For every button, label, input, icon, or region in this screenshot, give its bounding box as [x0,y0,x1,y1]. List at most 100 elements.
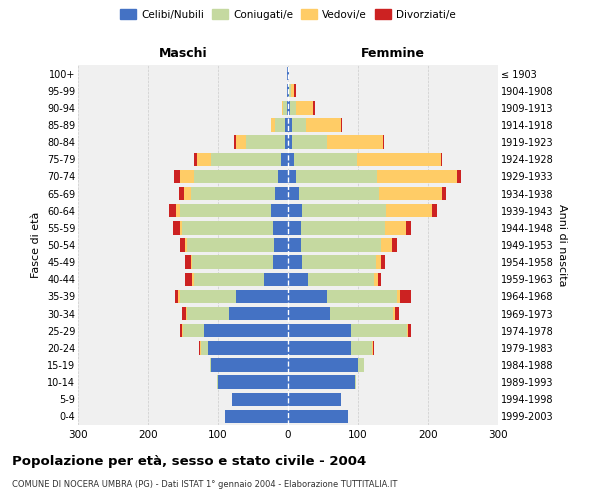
Bar [169,204,176,218]
Bar [392,238,397,252]
Bar [281,152,288,166]
Bar [217,376,218,389]
Bar [305,118,341,132]
Bar [301,221,385,234]
Bar [218,376,288,389]
Bar [377,170,457,183]
Bar [174,170,179,183]
Bar [284,136,288,149]
Bar [193,170,277,183]
Bar [288,221,301,234]
Bar [308,272,374,286]
Bar [288,84,289,98]
Bar [288,410,347,423]
Bar [373,341,374,354]
Bar [274,238,288,252]
Bar [185,272,192,286]
Bar [288,67,289,80]
Bar [235,290,288,303]
Bar [288,256,302,269]
Bar [277,170,288,183]
Bar [271,204,288,218]
Bar [288,238,301,252]
Text: Popolazione per età, sesso e stato civile - 2004: Popolazione per età, sesso e stato civil… [12,455,366,468]
Bar [381,238,392,252]
Bar [288,204,302,218]
Bar [381,256,385,269]
Bar [179,187,184,200]
Bar [358,358,364,372]
Bar [288,376,355,389]
Bar [288,307,330,320]
Bar [211,358,288,372]
Bar [272,256,288,269]
Bar [293,152,356,166]
Bar [291,84,295,98]
Bar [182,324,183,338]
Bar [176,204,179,218]
Bar [275,187,288,200]
Bar [290,101,296,114]
Bar [326,290,397,303]
Bar [185,256,191,269]
Bar [193,152,197,166]
Bar [287,101,288,114]
Bar [431,204,437,218]
Bar [457,170,461,183]
Bar [199,341,200,354]
Y-axis label: Fasce di età: Fasce di età [31,212,41,278]
Bar [179,170,193,183]
Bar [356,152,440,166]
Bar [393,307,395,320]
Bar [232,392,288,406]
Bar [192,272,193,286]
Bar [301,238,381,252]
Bar [288,290,326,303]
Bar [288,324,351,338]
Bar [313,101,314,114]
Bar [179,238,185,252]
Bar [302,204,386,218]
Bar [180,324,182,338]
Bar [192,256,272,269]
Bar [193,272,263,286]
Bar [288,136,292,149]
Bar [186,307,187,320]
Bar [409,324,411,338]
Bar [287,67,288,80]
Bar [179,221,182,234]
Bar [385,221,406,234]
Bar [185,238,187,252]
Bar [184,187,191,200]
Bar [187,307,229,320]
Bar [179,204,271,218]
Bar [442,187,445,200]
Y-axis label: Anni di nascita: Anni di nascita [557,204,568,286]
Bar [179,290,235,303]
Bar [182,221,272,234]
Bar [296,170,377,183]
Bar [175,290,178,303]
Bar [330,307,393,320]
Bar [386,204,431,218]
Bar [288,392,341,406]
Bar [288,170,296,183]
Bar [299,187,379,200]
Bar [178,290,179,303]
Bar [173,221,179,234]
Bar [275,118,285,132]
Bar [374,272,377,286]
Text: Femmine: Femmine [361,47,425,60]
Bar [376,256,381,269]
Bar [395,307,398,320]
Bar [204,324,288,338]
Bar [272,221,288,234]
Bar [235,136,246,149]
Bar [289,84,291,98]
Bar [296,101,313,114]
Bar [292,136,326,149]
Bar [263,272,288,286]
Bar [288,187,299,200]
Bar [407,324,409,338]
Bar [351,341,372,354]
